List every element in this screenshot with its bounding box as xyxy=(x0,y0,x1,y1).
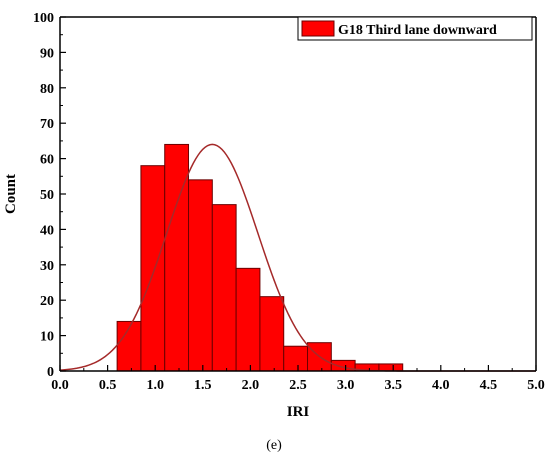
histogram-bar xyxy=(164,143,190,372)
y-tick-label: 90 xyxy=(40,46,54,61)
histogram-bar xyxy=(211,204,237,372)
x-tick-label: 2.5 xyxy=(289,378,307,393)
y-tick-label: 80 xyxy=(40,82,54,97)
y-tick-label: 10 xyxy=(40,330,54,345)
histogram-bar xyxy=(259,296,285,372)
bars-layer xyxy=(116,143,404,372)
legend-label: G18 Third lane downward xyxy=(338,23,497,38)
legend-box xyxy=(297,16,533,41)
legend: G18 Third lane downward xyxy=(297,16,533,41)
ticks-layer: 0.0 0.5 1.0 1.5 2.0 2.5 3.0 3.5 4.0 4.5 5.0 0 10 20 30… xyxy=(33,11,545,393)
figure-caption: (e) xyxy=(266,438,282,453)
y-axis-label: Count xyxy=(3,174,19,214)
x-tick-label: 0.0 xyxy=(51,378,69,393)
x-tick-label: 1.5 xyxy=(194,378,212,393)
legend-swatch xyxy=(301,20,335,37)
x-tick-label: 3.5 xyxy=(384,378,402,393)
x-tick-label: 4.5 xyxy=(480,378,498,393)
y-tick-label: 30 xyxy=(40,259,54,274)
x-tick-label: 5.0 xyxy=(527,378,545,393)
y-tick-label: 20 xyxy=(40,294,54,309)
x-tick-label: 0.5 xyxy=(99,378,117,393)
histogram-bar xyxy=(378,363,404,372)
histogram-bar xyxy=(188,179,213,372)
y-tick-label: 100 xyxy=(33,11,54,26)
histogram-bar xyxy=(140,165,166,372)
x-tick-label: 2.0 xyxy=(242,378,260,393)
y-tick-label: 0 xyxy=(47,365,54,380)
histogram-bar xyxy=(235,267,261,372)
x-tick-label: 4.0 xyxy=(432,378,450,393)
x-axis-label: IRI xyxy=(287,404,310,420)
x-tick-label: 1.0 xyxy=(146,378,164,393)
y-tick-label: 40 xyxy=(40,223,54,238)
x-tick-label: 3.0 xyxy=(337,378,355,393)
histogram-bar xyxy=(283,345,309,372)
y-tick-label: 70 xyxy=(40,117,54,132)
y-tick-label: 50 xyxy=(40,188,54,203)
y-tick-label: 60 xyxy=(40,153,54,168)
axes-layer xyxy=(59,16,537,372)
